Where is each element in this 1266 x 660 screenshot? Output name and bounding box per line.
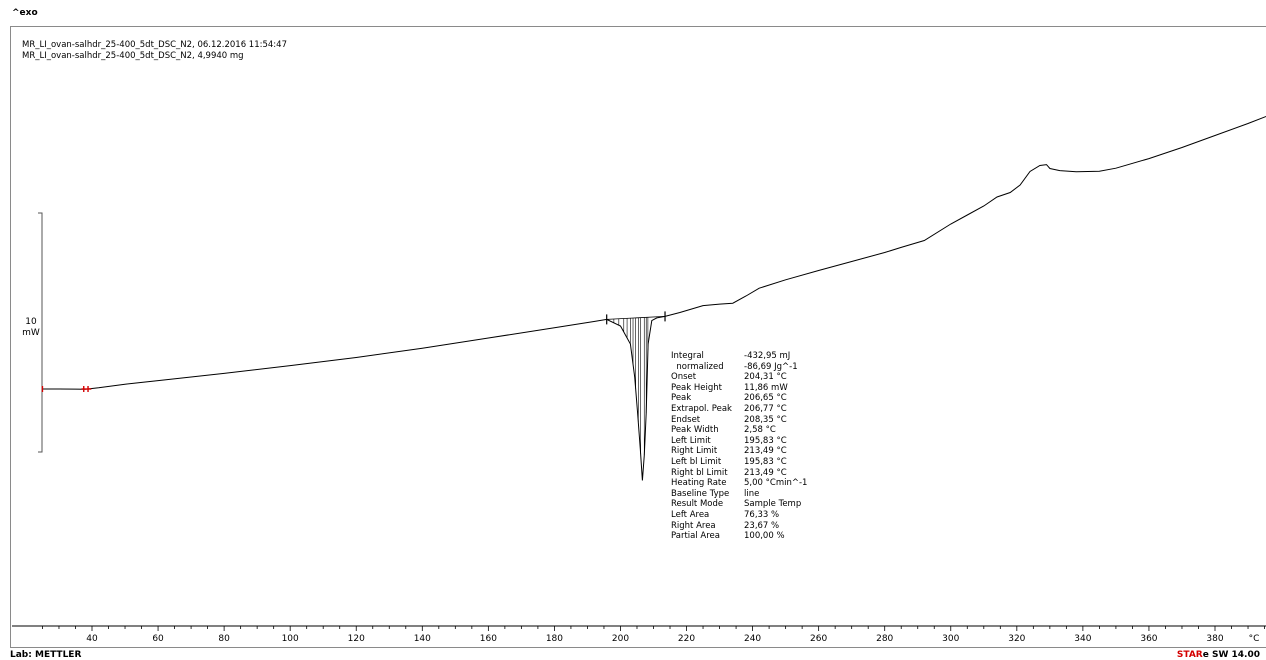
result-value: 11,86 mW xyxy=(744,382,788,393)
sample-header-line-1: MR_LI_ovan-salhdr_25-400_5dt_DSC_N2, 06.… xyxy=(22,40,287,50)
result-value: 5,00 °Cmin^-1 xyxy=(744,478,808,489)
result-value: line xyxy=(744,488,760,499)
result-label: Peak Width xyxy=(671,425,719,436)
scale-bar-bracket xyxy=(38,212,43,453)
result-value: -432,95 mJ xyxy=(744,351,791,361)
result-label: Peak xyxy=(671,393,692,404)
result-label: Right Limit xyxy=(671,446,718,457)
result-value: 213,49 °C xyxy=(744,446,787,457)
scale-bar-unit: mW xyxy=(22,328,40,338)
plot-frame xyxy=(10,26,1266,648)
result-value: 213,49 °C xyxy=(744,467,787,478)
x-tick-label: 240 xyxy=(744,634,761,644)
result-value: 100,00 % xyxy=(744,531,785,542)
result-label: Integral xyxy=(671,351,704,361)
result-value: 195,83 °C xyxy=(744,435,787,446)
result-label: Result Mode xyxy=(671,499,724,510)
exo-label: ^exo xyxy=(12,8,38,18)
result-label: Right Area xyxy=(671,520,716,531)
x-axis-label: °C xyxy=(1249,634,1260,644)
result-label: Left Area xyxy=(671,509,710,520)
x-tick-label: 360 xyxy=(1140,634,1157,644)
result-row: Left Area 76,33 % xyxy=(671,510,807,521)
result-row: Integral -432,95 mJ xyxy=(671,351,807,362)
x-tick-label: 380 xyxy=(1206,634,1223,644)
result-label: Peak Height xyxy=(671,382,722,393)
result-value: -86,69 Jg^-1 xyxy=(744,361,798,372)
result-value: 208,35 °C xyxy=(744,414,787,425)
x-tick-label: 80 xyxy=(218,634,230,644)
result-value: Sample Temp xyxy=(744,499,802,510)
scale-bar xyxy=(38,212,43,453)
result-label: Heating Rate xyxy=(671,478,727,489)
x-tick-label: 280 xyxy=(876,634,893,644)
result-row: Right Area 23,67 % xyxy=(671,521,807,532)
result-label: Baseline Type xyxy=(671,488,730,499)
brand-label: STARe SW 14.00 xyxy=(1177,650,1260,660)
results-panel: Integral -432,95 mJ normalized -86,69 Jg^-… xyxy=(671,351,807,542)
result-row: Result Mode Sample Temp xyxy=(671,499,807,510)
result-value: 206,77 °C xyxy=(744,403,787,414)
result-row: normalized -86,69 Jg^-1 xyxy=(671,362,807,373)
brand-version: e SW 14.00 xyxy=(1202,650,1260,660)
dsc-curve xyxy=(42,115,1266,481)
x-tick-label: 160 xyxy=(480,634,497,644)
result-row: Partial Area 100,00 % xyxy=(671,531,807,542)
x-tick-label: 140 xyxy=(414,634,431,644)
lab-label: Lab: METTLER xyxy=(10,650,82,660)
x-tick-label: 340 xyxy=(1074,634,1091,644)
x-tick-label: 60 xyxy=(152,634,164,644)
x-tick-label: 260 xyxy=(810,634,827,644)
x-tick-label: 220 xyxy=(678,634,695,644)
brand-star: STAR xyxy=(1176,650,1203,660)
result-row: Right bl Limit 213,49 °C xyxy=(671,468,807,479)
result-row: Onset 204,31 °C xyxy=(671,372,807,383)
result-value: 206,65 °C xyxy=(744,393,787,404)
result-value: 23,67 % xyxy=(744,520,780,531)
result-label: normalized xyxy=(671,361,724,372)
x-tick-label: 100 xyxy=(282,634,299,644)
x-tick-label: 300 xyxy=(942,634,959,644)
x-tick-label: 200 xyxy=(612,634,629,644)
result-label: Right bl Limit xyxy=(671,467,728,478)
result-row: Left bl Limit 195,83 °C xyxy=(671,457,807,468)
result-row: Heating Rate 5,00 °Cmin^-1 xyxy=(671,478,807,489)
scale-bar-value: 10 xyxy=(25,317,37,327)
result-value: 2,58 °C xyxy=(744,425,776,436)
result-row: Endset 208,35 °C xyxy=(671,415,807,426)
integration-baseline xyxy=(606,316,666,320)
result-row: Extrapol. Peak 206,77 °C xyxy=(671,404,807,415)
sample-header-line-2: MR_LI_ovan-salhdr_25-400_5dt_DSC_N2, 4,9… xyxy=(22,51,244,61)
x-tick-label: 120 xyxy=(348,634,365,644)
x-tick-label: 40 xyxy=(86,634,98,644)
result-value: 76,33 % xyxy=(744,509,780,520)
result-value: 204,31 °C xyxy=(744,372,787,383)
x-tick-label: 320 xyxy=(1008,634,1025,644)
result-label: Left Limit xyxy=(671,435,711,446)
result-label: Partial Area xyxy=(671,531,720,542)
result-label: Left bl Limit xyxy=(671,456,722,467)
result-row: Left Limit 195,83 °C xyxy=(671,436,807,447)
result-row: Right Limit 213,49 °C xyxy=(671,446,807,457)
result-label: Endset xyxy=(671,414,701,425)
result-row: Baseline Type line xyxy=(671,489,807,500)
result-row: Peak Width 2,58 °C xyxy=(671,425,807,436)
result-row: Peak Height 11,86 mW xyxy=(671,383,807,394)
result-label: Extrapol. Peak xyxy=(671,403,732,414)
result-value: 195,83 °C xyxy=(744,456,787,467)
result-label: Onset xyxy=(671,372,697,383)
x-tick-label: 180 xyxy=(546,634,563,644)
result-row: Peak 206,65 °C xyxy=(671,393,807,404)
